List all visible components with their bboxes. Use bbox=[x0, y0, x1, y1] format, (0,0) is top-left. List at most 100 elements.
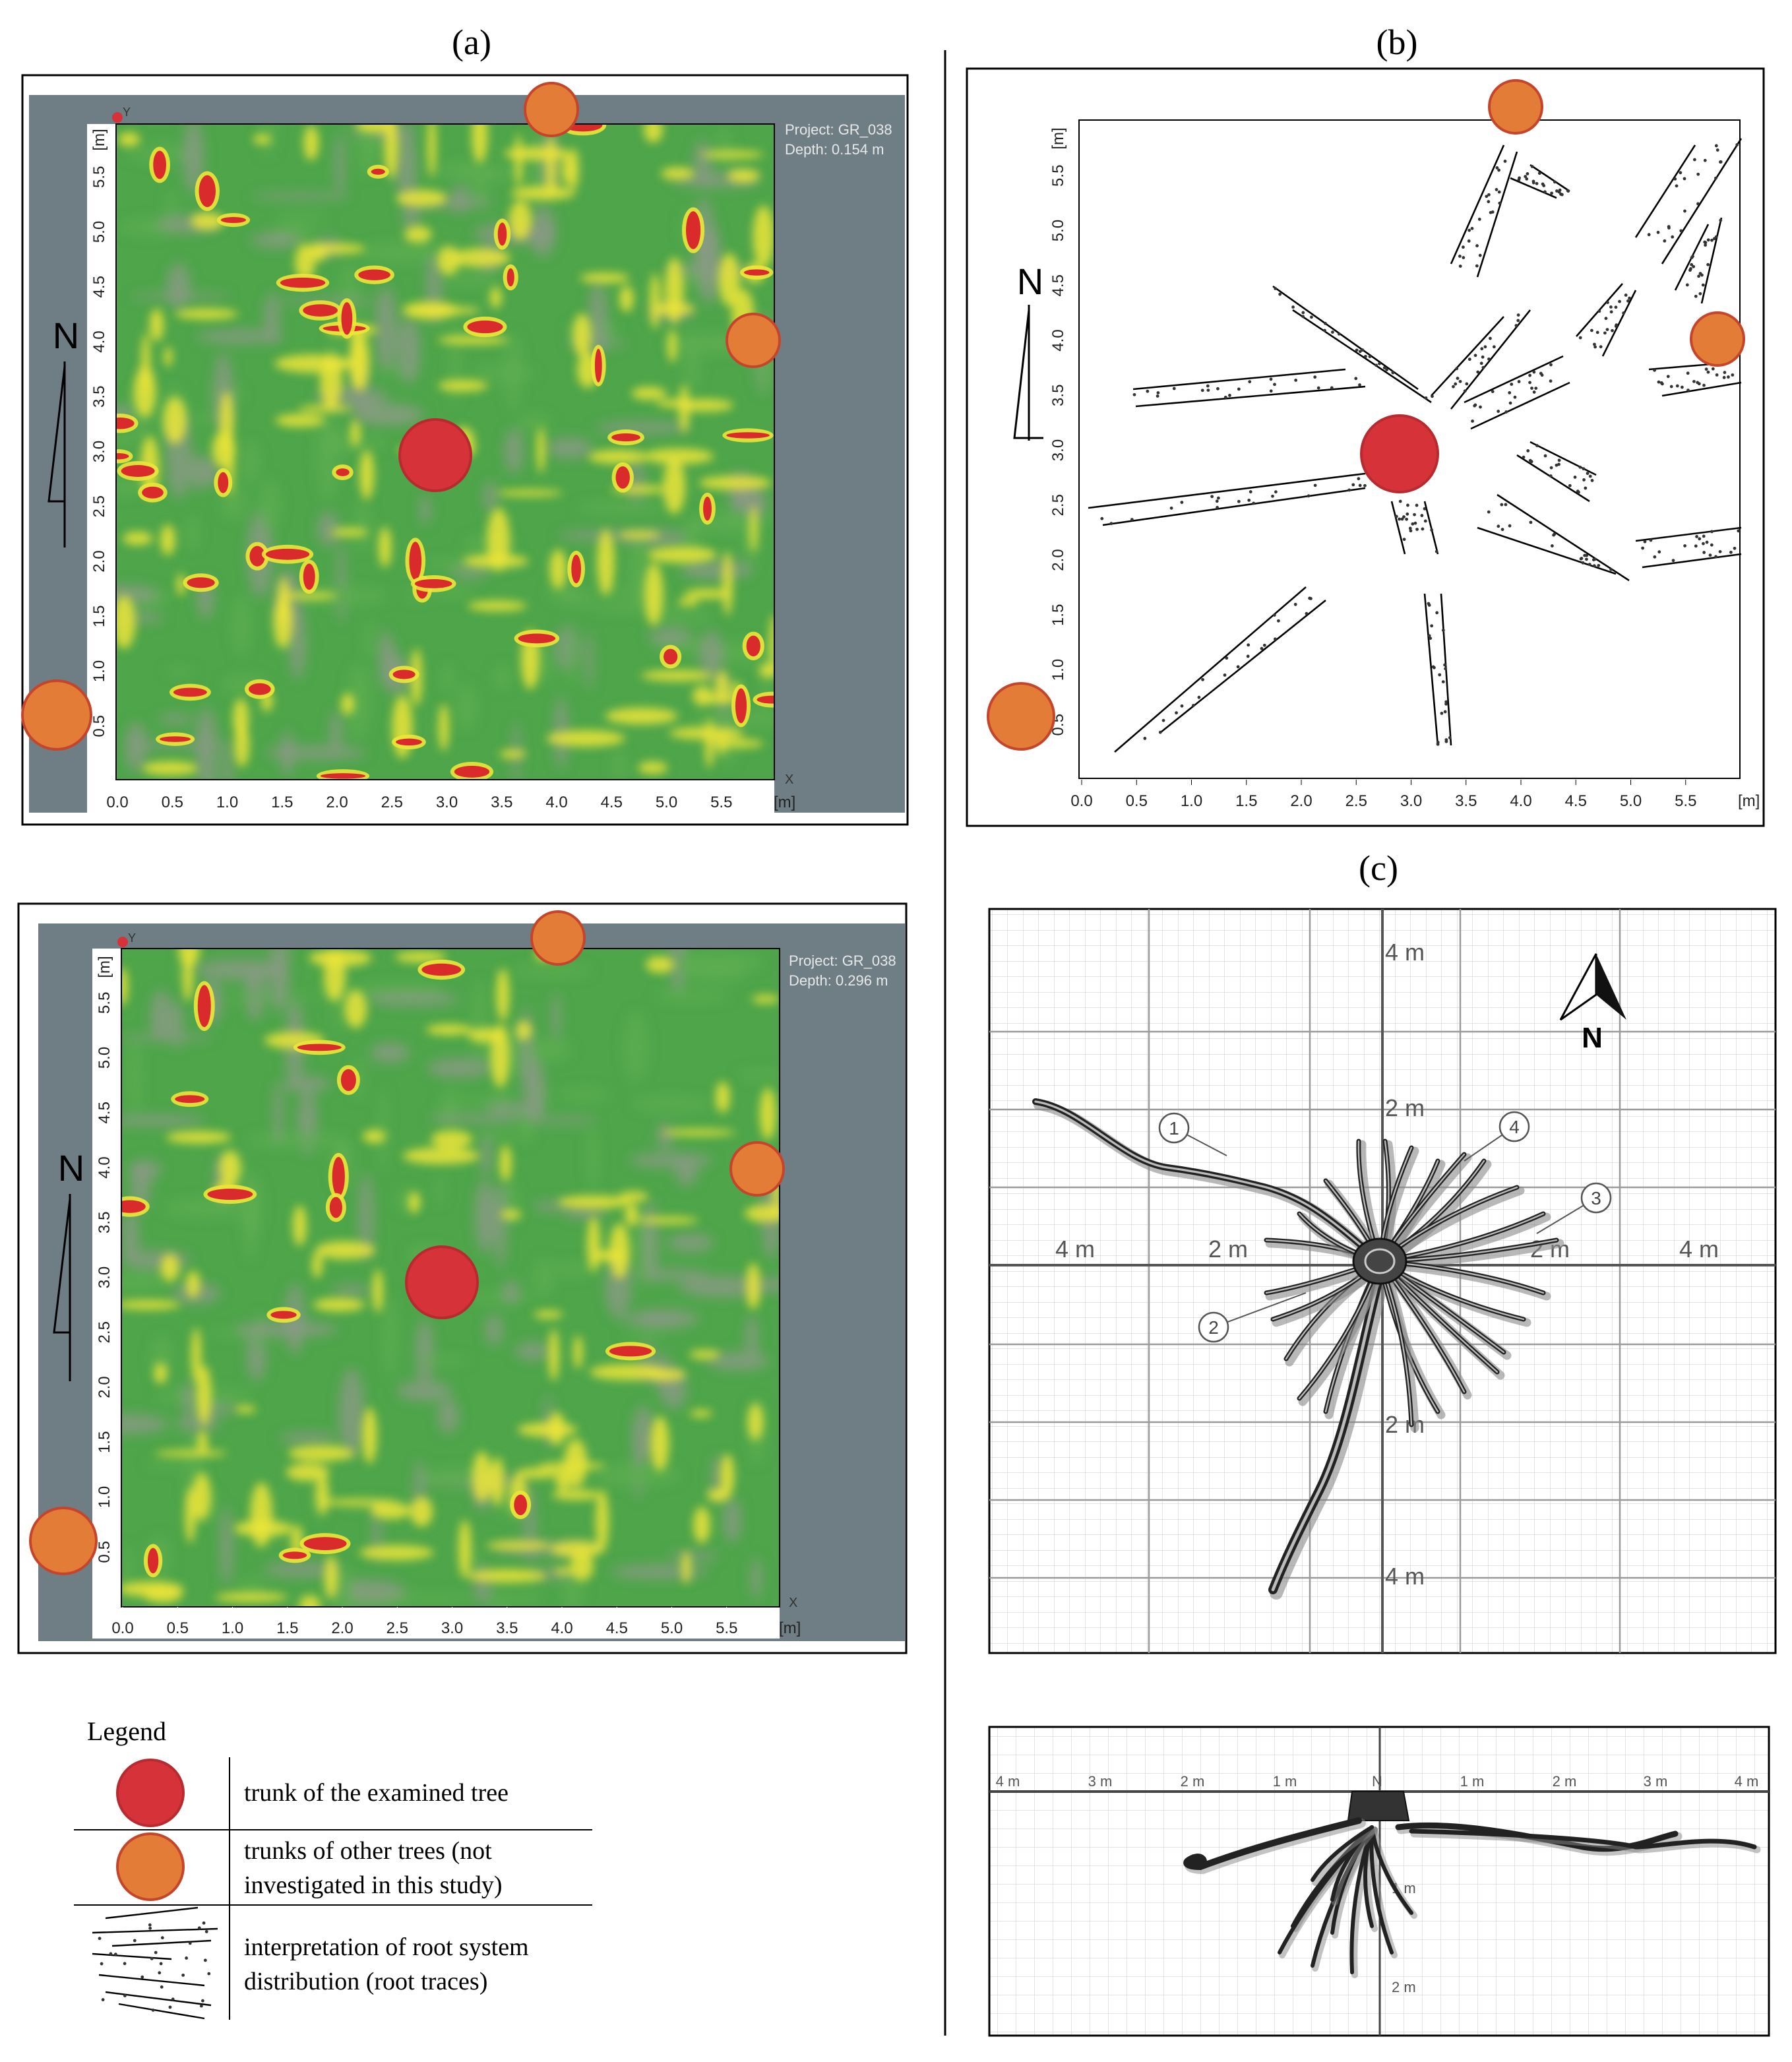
root-trace-edge bbox=[1476, 151, 1518, 278]
legend-root-trace-icon bbox=[92, 1906, 218, 2020]
y-tick-label: 2.0 bbox=[96, 1376, 113, 1398]
x-tick-label: 0.0 bbox=[111, 1619, 133, 1637]
x-tick-label: 1.0 bbox=[222, 1619, 243, 1637]
x-tick-label: 1.0 bbox=[216, 794, 238, 811]
root-trace-edge bbox=[1423, 593, 1439, 746]
x-tick-label: 4.0 bbox=[545, 794, 567, 811]
scale-label-east-4m: 4 m bbox=[1679, 1235, 1719, 1263]
x-tick-label: 2.0 bbox=[331, 1619, 353, 1637]
y-tick-label: 3.5 bbox=[1049, 385, 1067, 406]
section-scale-label: 1 m bbox=[1273, 1773, 1297, 1790]
trunk-base bbox=[1347, 1791, 1410, 1821]
y-tick-label: 4.5 bbox=[90, 276, 108, 297]
root-trace-edge bbox=[1431, 316, 1504, 396]
legend-title: Legend bbox=[87, 1716, 166, 1746]
section-scale-label: N bbox=[1372, 1773, 1382, 1790]
x-axis-letter: X bbox=[789, 1596, 797, 1610]
section-scale-label: 3 m bbox=[1644, 1773, 1668, 1790]
legend-item-other-trunks-line2: investigated in this study) bbox=[244, 1871, 503, 1899]
legend-item-root-traces-line1: interpretation of root system bbox=[244, 1933, 529, 1961]
x-tick-label: 0.5 bbox=[167, 1619, 189, 1637]
y-tick-label: 5.5 bbox=[1049, 165, 1067, 187]
callout-number: 3 bbox=[1591, 1188, 1601, 1208]
y-tick-label: 2.5 bbox=[1049, 494, 1067, 516]
callout-number: 2 bbox=[1208, 1317, 1219, 1338]
root-trace-edge bbox=[1700, 217, 1723, 304]
other-trunk-marker bbox=[29, 1507, 98, 1575]
root-trace-edge bbox=[1102, 487, 1366, 526]
examined-trunk-marker bbox=[1360, 414, 1439, 493]
y-tick-label: 3.5 bbox=[90, 386, 108, 408]
other-trunk-marker bbox=[726, 313, 781, 368]
y-tick-label: 3.5 bbox=[96, 1212, 113, 1234]
y-unit-label: [m] bbox=[96, 956, 113, 978]
y-tick-label: 4.0 bbox=[96, 1156, 113, 1178]
y-tick-label: 5.5 bbox=[96, 992, 113, 1014]
x-tick-label: 3.0 bbox=[1400, 792, 1422, 810]
y-tick-label: 5.0 bbox=[96, 1047, 113, 1069]
y-tick-label: 2.5 bbox=[90, 495, 108, 517]
root-trace-edge bbox=[1088, 472, 1366, 509]
x-tick-label: 2.5 bbox=[386, 1619, 408, 1637]
y-unit-label: [m] bbox=[90, 129, 108, 150]
x-tick-label: 3.5 bbox=[491, 794, 512, 811]
root-trace-edge bbox=[1635, 526, 1742, 542]
x-tick-label: 4.0 bbox=[551, 1619, 572, 1637]
x-tick-label: 0.0 bbox=[106, 794, 128, 811]
x-axis-letter: X bbox=[785, 772, 793, 787]
y-tick-label: 4.0 bbox=[1049, 329, 1067, 351]
y-tick-label: 4.5 bbox=[1049, 274, 1067, 296]
x-tick-label: 3.5 bbox=[496, 1619, 518, 1637]
other-trunk-marker bbox=[524, 82, 579, 137]
x-unit-label: [m] bbox=[779, 1619, 801, 1637]
root-collar bbox=[1352, 1237, 1407, 1285]
legend-item-other-trunks-line1: trunks of other trees (not bbox=[244, 1837, 492, 1865]
x-tick-label: 2.5 bbox=[1345, 792, 1367, 810]
y-tick-label: 1.5 bbox=[96, 1431, 113, 1453]
section-scale-label: 1 m bbox=[1460, 1773, 1485, 1790]
callout-number: 4 bbox=[1509, 1117, 1520, 1137]
x-unit-label: [m] bbox=[1738, 792, 1760, 810]
root-trace-edge bbox=[1601, 290, 1637, 357]
other-trunk-marker bbox=[530, 910, 586, 966]
root-trace-edge bbox=[1642, 553, 1742, 569]
depth-label: Depth: 0.154 m bbox=[785, 141, 884, 158]
y-tick-label: 3.0 bbox=[90, 441, 108, 462]
root-trace-edge bbox=[1529, 441, 1597, 476]
x-tick-label: 4.5 bbox=[1565, 792, 1587, 810]
other-trunk-marker bbox=[21, 679, 92, 751]
x-tick-label: 3.0 bbox=[441, 1619, 463, 1637]
scale-label-south-4m: 4 m bbox=[1385, 1563, 1425, 1590]
root-trace-edge bbox=[1661, 138, 1743, 265]
x-tick-label: 1.5 bbox=[271, 794, 293, 811]
x-tick-label: 1.5 bbox=[276, 1619, 298, 1637]
section-scale-label: 4 m bbox=[996, 1773, 1020, 1790]
y-tick-label: 0.5 bbox=[96, 1541, 113, 1563]
legend-other-trunk-icon bbox=[116, 1832, 185, 1901]
root-trace-edge bbox=[1497, 493, 1630, 582]
panel-label-b: (b) bbox=[1376, 22, 1418, 62]
root-trace-edge bbox=[1132, 368, 1346, 391]
root-trace-edge bbox=[1135, 385, 1366, 408]
section-scale-label: 3 m bbox=[1088, 1773, 1113, 1790]
root-strand bbox=[1409, 1828, 1757, 1850]
y-tick-label: 2.0 bbox=[90, 550, 108, 572]
y-tick-label: 1.5 bbox=[1049, 604, 1067, 626]
root-trace-edge bbox=[1423, 501, 1439, 555]
root-strand bbox=[1369, 1825, 1394, 1954]
x-tick-label: 5.0 bbox=[1620, 792, 1642, 810]
root-strand bbox=[1370, 1825, 1413, 1915]
y-tick-label: 1.0 bbox=[96, 1486, 113, 1508]
panel-label-a: (a) bbox=[452, 22, 491, 62]
root-strand bbox=[1311, 1825, 1374, 1882]
legend-item-examined-trunk: trunk of the examined tree bbox=[244, 1779, 509, 1807]
callout-badge bbox=[1158, 1112, 1190, 1144]
root-trace-edge bbox=[1464, 355, 1564, 404]
y-tick-label: 1.0 bbox=[1049, 659, 1067, 681]
root-trace-edge bbox=[1634, 144, 1696, 238]
x-tick-label: 5.0 bbox=[661, 1619, 683, 1637]
legend-item-root-traces-line2: distribution (root traces) bbox=[244, 1968, 487, 1995]
